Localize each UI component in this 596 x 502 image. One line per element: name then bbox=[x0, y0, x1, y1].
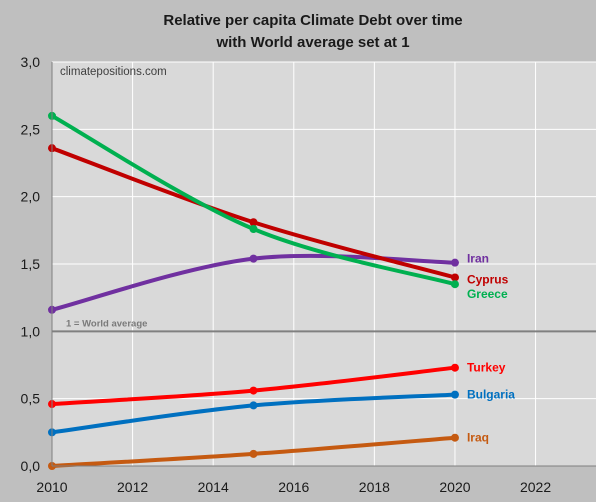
data-point-cyprus bbox=[249, 218, 258, 227]
x-tick-label: 2012 bbox=[117, 479, 148, 495]
data-point-bulgaria bbox=[450, 390, 459, 399]
data-point-iraq bbox=[249, 449, 258, 458]
data-point-iran bbox=[450, 258, 459, 267]
y-tick-label: 1,5 bbox=[21, 256, 41, 272]
y-tick-label: 2,5 bbox=[21, 121, 41, 137]
series-label-turkey: Turkey bbox=[467, 361, 506, 375]
series-label-greece: Greece bbox=[467, 287, 508, 301]
data-point-cyprus bbox=[450, 273, 459, 282]
series-group bbox=[48, 111, 459, 470]
chart-title: Relative per capita Climate Debt over ti… bbox=[163, 12, 462, 29]
series-label-cyprus: Cyprus bbox=[467, 272, 509, 286]
x-tick-label: 2018 bbox=[359, 479, 390, 495]
x-tick-label: 2016 bbox=[278, 479, 309, 495]
series-label-iran: Iran bbox=[467, 252, 489, 266]
y-tick-label: 2,0 bbox=[21, 189, 41, 205]
y-tick-label: 3,0 bbox=[21, 54, 41, 70]
x-tick-label: 2020 bbox=[439, 479, 470, 495]
y-tick-label: 0,5 bbox=[21, 391, 41, 407]
data-point-iraq bbox=[450, 433, 459, 442]
data-point-greece bbox=[450, 280, 459, 289]
x-tick-label: 2010 bbox=[36, 479, 67, 495]
data-point-iran bbox=[249, 254, 258, 263]
data-point-greece bbox=[249, 224, 258, 233]
x-tick-label: 2022 bbox=[520, 479, 551, 495]
data-point-bulgaria bbox=[249, 401, 258, 410]
series-label-iraq: Iraq bbox=[467, 431, 489, 445]
y-tick-label: 1,0 bbox=[21, 323, 41, 339]
data-point-turkey bbox=[450, 363, 459, 372]
reference-line-label: 1 = World average bbox=[66, 318, 147, 329]
series-label-bulgaria: Bulgaria bbox=[467, 388, 515, 402]
watermark: climatepositions.com bbox=[60, 66, 167, 78]
axes: 2010 2012 2014 2016 2018 2020 2022 0,0 0,5 1,0 1,5… bbox=[21, 54, 596, 495]
data-point-turkey bbox=[249, 386, 258, 395]
x-tick-label: 2014 bbox=[198, 479, 229, 495]
reference-line-group: 1 = World average bbox=[52, 318, 596, 333]
chart-subtitle: with World average set at 1 bbox=[215, 34, 409, 51]
y-tick-label: 0,0 bbox=[21, 458, 41, 474]
